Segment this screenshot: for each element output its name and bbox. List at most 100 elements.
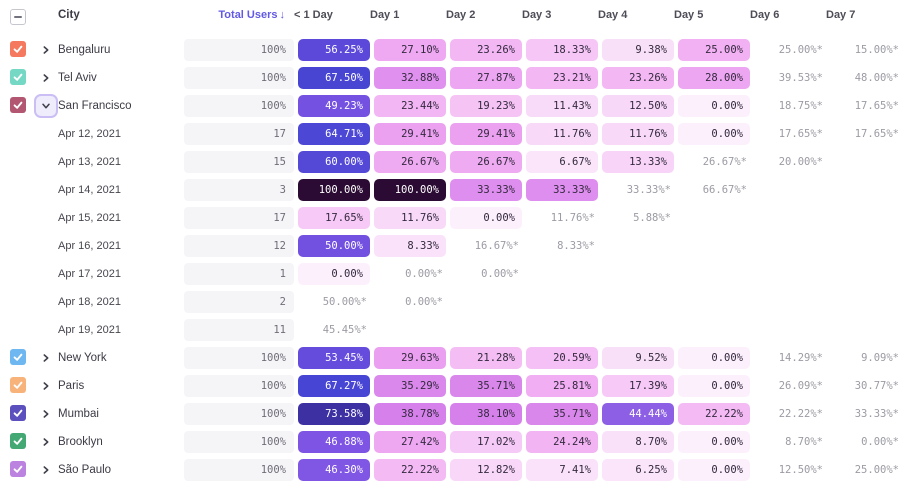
column-header-day-2[interactable]: Day 2 bbox=[446, 9, 476, 21]
retention-cell[interactable]: 11.76% bbox=[374, 207, 446, 229]
retention-cell[interactable]: 44.44% bbox=[602, 403, 674, 425]
row-checkbox[interactable] bbox=[10, 348, 26, 365]
retention-cell[interactable]: 60.00% bbox=[298, 151, 370, 173]
retention-cell[interactable]: 23.21% bbox=[526, 67, 598, 89]
column-header-day-6[interactable]: Day 6 bbox=[750, 9, 780, 21]
retention-cell[interactable]: 27.42% bbox=[374, 431, 446, 453]
retention-cell[interactable]: 29.41% bbox=[374, 123, 446, 145]
retention-cell[interactable]: 22.22% bbox=[374, 459, 446, 481]
expand-row-button[interactable] bbox=[38, 350, 54, 366]
retention-cell[interactable]: 8.70% bbox=[602, 431, 674, 453]
retention-cell[interactable]: 100.00% bbox=[374, 179, 446, 201]
retention-cell[interactable]: 20.59% bbox=[526, 347, 598, 369]
retention-cell[interactable]: 25.00% bbox=[678, 39, 750, 61]
retention-cell[interactable]: 7.41% bbox=[526, 459, 598, 481]
retention-cell[interactable]: 23.44% bbox=[374, 95, 446, 117]
retention-cell[interactable]: 19.23% bbox=[450, 95, 522, 117]
retention-cell[interactable]: 0.00% bbox=[678, 123, 750, 145]
retention-cell[interactable]: 35.71% bbox=[526, 403, 598, 425]
retention-cell[interactable]: 26.67% bbox=[374, 151, 446, 173]
retention-cell[interactable]: 12.82% bbox=[450, 459, 522, 481]
retention-cell[interactable]: 67.27% bbox=[298, 375, 370, 397]
retention-cell[interactable]: 17.02% bbox=[450, 431, 522, 453]
retention-cell[interactable]: 11.76% bbox=[602, 123, 674, 145]
expand-row-button[interactable] bbox=[38, 434, 54, 450]
date-label: Apr 12, 2021 bbox=[58, 128, 121, 140]
row-checkbox[interactable] bbox=[10, 376, 26, 393]
retention-cell[interactable]: 0.00% bbox=[678, 95, 750, 117]
select-all-checkbox[interactable] bbox=[10, 9, 26, 25]
retention-cell[interactable]: 33.33% bbox=[526, 179, 598, 201]
retention-cell[interactable]: 28.00% bbox=[678, 67, 750, 89]
column-header-day-4[interactable]: Day 4 bbox=[598, 9, 628, 21]
retention-cell[interactable]: 6.67% bbox=[526, 151, 598, 173]
column-header-total-users[interactable]: Total Users ↓ bbox=[184, 5, 294, 21]
retention-cell[interactable]: 17.65% bbox=[298, 207, 370, 229]
retention-cell[interactable]: 0.00% bbox=[678, 375, 750, 397]
retention-cell[interactable]: 11.76% bbox=[526, 123, 598, 145]
retention-cell[interactable]: 46.88% bbox=[298, 431, 370, 453]
retention-cell[interactable]: 0.00% bbox=[298, 263, 370, 285]
retention-cell[interactable]: 49.23% bbox=[298, 95, 370, 117]
retention-cell[interactable]: 6.25% bbox=[602, 459, 674, 481]
retention-cell[interactable]: 64.71% bbox=[298, 123, 370, 145]
retention-cell[interactable]: 56.25% bbox=[298, 39, 370, 61]
retention-cell[interactable]: 11.43% bbox=[526, 95, 598, 117]
column-header-lt-1-day[interactable]: < 1 Day bbox=[294, 9, 333, 21]
retention-cell[interactable]: 9.38% bbox=[602, 39, 674, 61]
retention-cell[interactable]: 8.33% bbox=[374, 235, 446, 257]
row-checkbox[interactable] bbox=[10, 460, 26, 477]
retention-cell[interactable]: 22.22% bbox=[678, 403, 750, 425]
collapse-row-button[interactable] bbox=[34, 94, 58, 118]
retention-cell[interactable]: 23.26% bbox=[450, 39, 522, 61]
column-header-day-3[interactable]: Day 3 bbox=[522, 9, 552, 21]
retention-cell[interactable]: 0.00% bbox=[450, 207, 522, 229]
column-header-day-5[interactable]: Day 5 bbox=[674, 9, 704, 21]
expand-row-button[interactable] bbox=[38, 462, 54, 478]
retention-cell[interactable]: 73.58% bbox=[298, 403, 370, 425]
retention-cell[interactable]: 25.81% bbox=[526, 375, 598, 397]
retention-cell[interactable]: 27.10% bbox=[374, 39, 446, 61]
retention-cell[interactable]: 13.33% bbox=[602, 151, 674, 173]
row-checkbox[interactable] bbox=[10, 96, 26, 113]
row-checkbox[interactable] bbox=[10, 404, 26, 421]
expand-row-button[interactable] bbox=[38, 70, 54, 86]
retention-cell[interactable]: 100.00% bbox=[298, 179, 370, 201]
retention-cell[interactable]: 33.33% bbox=[450, 179, 522, 201]
retention-cell-slot: 49.23% bbox=[294, 95, 370, 117]
retention-cell[interactable]: 50.00% bbox=[298, 235, 370, 257]
retention-cell[interactable]: 0.00% bbox=[678, 347, 750, 369]
retention-cell[interactable]: 32.88% bbox=[374, 67, 446, 89]
retention-cell[interactable]: 35.71% bbox=[450, 375, 522, 397]
column-header-day-7[interactable]: Day 7 bbox=[826, 9, 856, 21]
retention-cell[interactable]: 0.00% bbox=[678, 459, 750, 481]
retention-cell[interactable]: 0.00% bbox=[678, 431, 750, 453]
row-checkbox[interactable] bbox=[10, 432, 26, 449]
retention-cell[interactable]: 18.33% bbox=[526, 39, 598, 61]
row-checkbox[interactable] bbox=[10, 40, 26, 57]
retention-cell[interactable]: 27.87% bbox=[450, 67, 522, 89]
retention-cell[interactable]: 24.24% bbox=[526, 431, 598, 453]
retention-cell[interactable]: 12.50% bbox=[602, 95, 674, 117]
retention-cell[interactable]: 26.67% bbox=[450, 151, 522, 173]
expand-row-button[interactable] bbox=[38, 378, 54, 394]
retention-cell[interactable]: 38.10% bbox=[450, 403, 522, 425]
retention-cell[interactable]: 29.63% bbox=[374, 347, 446, 369]
retention-cell[interactable]: 29.41% bbox=[450, 123, 522, 145]
table-row-date: Apr 17, 2021 1 0.00% 0.00%* 0.00%* bbox=[0, 260, 920, 288]
retention-cell-slot: 50.00%* bbox=[294, 291, 370, 313]
retention-cell[interactable]: 38.78% bbox=[374, 403, 446, 425]
column-header-city[interactable]: City bbox=[58, 9, 80, 21]
retention-cell[interactable]: 53.45% bbox=[298, 347, 370, 369]
expand-row-button[interactable] bbox=[38, 42, 54, 58]
expand-row-button[interactable] bbox=[38, 406, 54, 422]
row-checkbox[interactable] bbox=[10, 68, 26, 85]
retention-cell[interactable]: 67.50% bbox=[298, 67, 370, 89]
retention-cell[interactable]: 46.30% bbox=[298, 459, 370, 481]
retention-cell[interactable]: 21.28% bbox=[450, 347, 522, 369]
column-header-day-1[interactable]: Day 1 bbox=[370, 9, 400, 21]
retention-cell[interactable]: 9.52% bbox=[602, 347, 674, 369]
retention-cell[interactable]: 17.39% bbox=[602, 375, 674, 397]
retention-cell[interactable]: 35.29% bbox=[374, 375, 446, 397]
retention-cell[interactable]: 23.26% bbox=[602, 67, 674, 89]
